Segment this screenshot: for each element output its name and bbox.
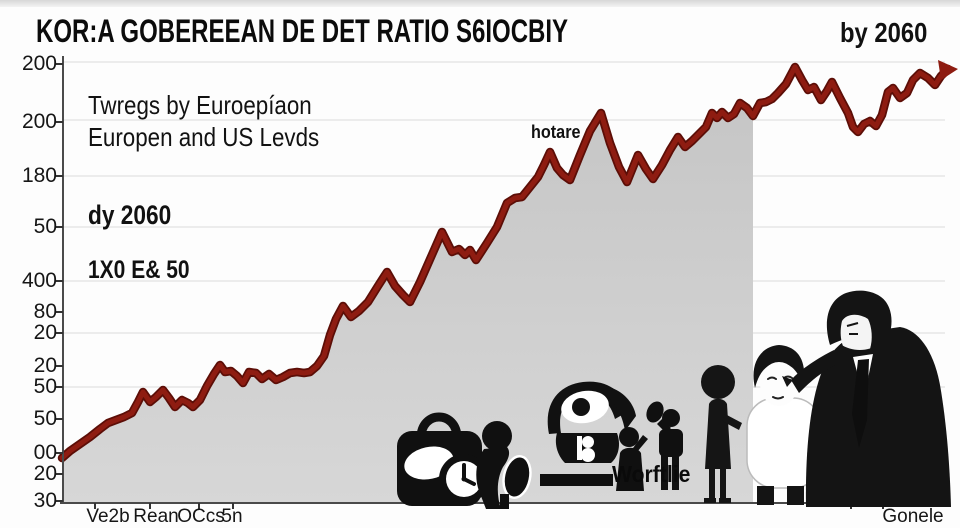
y-axis-label: 20 [33,321,57,344]
y-axis-label: 20 [33,354,57,377]
y-axis-label: 200 [21,52,57,75]
x-axis-label: Gonele [882,506,944,527]
subtitle-line-2: Europen and US Levds [88,122,320,152]
y-axis-label: 50 [33,407,57,430]
waving-figure-icon [646,401,683,490]
eye-figure-icon [547,381,636,463]
subtitle-line-1: Twregs by Euroepíaon [88,90,312,120]
x-axis-label: 5n [221,506,243,527]
x-axis-label: Ve2b [86,506,130,527]
y-axis-label: 80 [33,300,57,323]
title-right-label: by 2060 [840,17,928,48]
note-by-2060: dy 2060 [88,200,172,230]
workforce-label: Worftlie [612,461,691,487]
x-axis-label: OCcs [177,506,225,527]
line-end-arrow [938,60,958,80]
note-values: 1X0 E& 50 [88,256,190,284]
y-axis-label: 400 [21,269,57,292]
child-figure-icon [616,427,648,491]
debt-line [59,64,951,461]
x-axis-label: Rean [133,506,179,527]
briefcase-clock-icon [397,412,489,506]
y-axis-label: 30 [33,489,57,512]
girl-silhouette-figure [701,365,742,503]
y-axis-label: 50 [33,375,57,398]
businessman-figure [782,290,951,507]
elderly-woman-figure [746,345,822,505]
bent-worker-icon [476,421,532,509]
workforce-bar [540,474,613,486]
peak-annotation: hotare [531,122,581,142]
y-axis-label: 00 [33,441,57,464]
y-axis-label: 180 [21,164,57,187]
top-border-strip [0,0,960,7]
page-title: KOR:A GOBEREEAN DE DET RATIO S6IOCBIY [36,13,569,49]
y-axis-label: 200 [21,110,57,133]
y-axis-label: 20 [33,462,57,485]
y-axis-label: 50 [33,215,57,238]
